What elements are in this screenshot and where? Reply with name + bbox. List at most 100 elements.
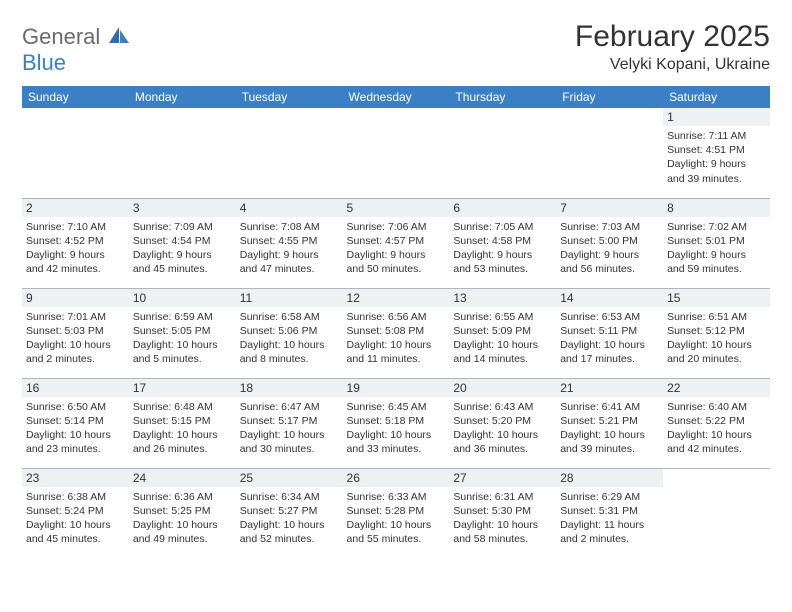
daylight-line: Daylight: 10 hours and 20 minutes. [667, 338, 766, 366]
calendar-row: 9Sunrise: 7:01 AMSunset: 5:03 PMDaylight… [22, 288, 770, 378]
day-detail: Sunrise: 6:31 AMSunset: 5:30 PMDaylight:… [453, 490, 552, 547]
sunset-line: Sunset: 5:20 PM [453, 414, 552, 428]
calendar-cell: 6Sunrise: 7:05 AMSunset: 4:58 PMDaylight… [449, 198, 556, 288]
day-detail: Sunrise: 6:34 AMSunset: 5:27 PMDaylight:… [240, 490, 339, 547]
day-detail: Sunrise: 7:11 AMSunset: 4:51 PMDaylight:… [667, 129, 766, 186]
sunset-line: Sunset: 5:06 PM [240, 324, 339, 338]
calendar-cell: 4Sunrise: 7:08 AMSunset: 4:55 PMDaylight… [236, 198, 343, 288]
calendar-cell: 15Sunrise: 6:51 AMSunset: 5:12 PMDayligh… [663, 288, 770, 378]
calendar-cell: 26Sunrise: 6:33 AMSunset: 5:28 PMDayligh… [343, 468, 450, 558]
day-number: 16 [22, 379, 129, 397]
day-number: 28 [556, 469, 663, 487]
day-number: 27 [449, 469, 556, 487]
sunrise-line: Sunrise: 7:06 AM [347, 220, 446, 234]
day-number: 12 [343, 289, 450, 307]
sunset-line: Sunset: 5:05 PM [133, 324, 232, 338]
calendar-cell: 17Sunrise: 6:48 AMSunset: 5:15 PMDayligh… [129, 378, 236, 468]
sunrise-line: Sunrise: 6:40 AM [667, 400, 766, 414]
daylight-line: Daylight: 11 hours and 2 minutes. [560, 518, 659, 546]
daylight-line: Daylight: 10 hours and 58 minutes. [453, 518, 552, 546]
calendar-cell: 28 Sunrise: 6:29 AMSunset: 5:31 PMDayligh… [556, 468, 663, 558]
calendar-cell: 16Sunrise: 6:50 AMSunset: 5:14 PMDayligh… [22, 378, 129, 468]
logo-text: General Blue [22, 24, 130, 76]
weekday-header: Thursday [449, 86, 556, 108]
sunrise-line: Sunrise: 7:03 AM [560, 220, 659, 234]
sunset-line: Sunset: 5:00 PM [560, 234, 659, 248]
calendar-cell: 25Sunrise: 6:34 AMSunset: 5:27 PMDayligh… [236, 468, 343, 558]
daylight-line: Daylight: 10 hours and 30 minutes. [240, 428, 339, 456]
day-detail: Sunrise: 6:40 AMSunset: 5:22 PMDaylight:… [667, 400, 766, 457]
daylight-line: Daylight: 9 hours and 45 minutes. [133, 248, 232, 276]
day-detail: Sunrise: 6:43 AMSunset: 5:20 PMDaylight:… [453, 400, 552, 457]
daylight-line: Daylight: 10 hours and 45 minutes. [26, 518, 125, 546]
sunrise-line: Sunrise: 6:36 AM [133, 490, 232, 504]
daylight-line: Daylight: 10 hours and 36 minutes. [453, 428, 552, 456]
calendar-cell: 23Sunrise: 6:38 AMSunset: 5:24 PMDayligh… [22, 468, 129, 558]
calendar-cell [129, 108, 236, 198]
calendar-cell [449, 108, 556, 198]
calendar-cell: 3 Sunrise: 7:09 AMSunset: 4:54 PMDaylight… [129, 198, 236, 288]
daylight-line: Daylight: 9 hours and 59 minutes. [667, 248, 766, 276]
sunset-line: Sunset: 4:54 PM [133, 234, 232, 248]
daylight-line: Daylight: 10 hours and 17 minutes. [560, 338, 659, 366]
sunset-line: Sunset: 4:55 PM [240, 234, 339, 248]
calendar-cell: 19Sunrise: 6:45 AMSunset: 5:18 PMDayligh… [343, 378, 450, 468]
sunrise-line: Sunrise: 7:11 AM [667, 129, 766, 143]
weekday-header: Tuesday [236, 86, 343, 108]
sunrise-line: Sunrise: 6:41 AM [560, 400, 659, 414]
day-number: 5 [343, 199, 450, 217]
day-number: 3 [129, 199, 236, 217]
sunset-line: Sunset: 5:17 PM [240, 414, 339, 428]
sunset-line: Sunset: 4:58 PM [453, 234, 552, 248]
sunset-line: Sunset: 5:21 PM [560, 414, 659, 428]
calendar-cell: 1Sunrise: 7:11 AMSunset: 4:51 PMDaylight… [663, 108, 770, 198]
sunset-line: Sunset: 5:25 PM [133, 504, 232, 518]
calendar-cell: 10Sunrise: 6:59 AMSunset: 5:05 PMDayligh… [129, 288, 236, 378]
daylight-line: Daylight: 9 hours and 42 minutes. [26, 248, 125, 276]
sunrise-line: Sunrise: 6:55 AM [453, 310, 552, 324]
day-detail: Sunrise: 6:45 AMSunset: 5:18 PMDaylight:… [347, 400, 446, 457]
sunrise-line: Sunrise: 6:56 AM [347, 310, 446, 324]
logo: General Blue [22, 24, 130, 76]
day-detail: Sunrise: 7:02 AMSunset: 5:01 PMDaylight:… [667, 220, 766, 277]
day-detail: Sunrise: 6:29 AMSunset: 5:31 PMDaylight:… [560, 490, 659, 547]
sunset-line: Sunset: 5:08 PM [347, 324, 446, 338]
daylight-line: Daylight: 10 hours and 8 minutes. [240, 338, 339, 366]
daylight-line: Daylight: 9 hours and 50 minutes. [347, 248, 446, 276]
day-detail: Sunrise: 7:01 AMSunset: 5:03 PMDaylight:… [26, 310, 125, 367]
daylight-line: Daylight: 10 hours and 23 minutes. [26, 428, 125, 456]
sunset-line: Sunset: 5:24 PM [26, 504, 125, 518]
day-number: 2 [22, 199, 129, 217]
sunset-line: Sunset: 5:14 PM [26, 414, 125, 428]
sunset-line: Sunset: 5:27 PM [240, 504, 339, 518]
sunset-line: Sunset: 5:03 PM [26, 324, 125, 338]
daylight-line: Daylight: 9 hours and 56 minutes. [560, 248, 659, 276]
sunset-line: Sunset: 5:31 PM [560, 504, 659, 518]
sunset-line: Sunset: 5:30 PM [453, 504, 552, 518]
calendar-cell: 13Sunrise: 6:55 AMSunset: 5:09 PMDayligh… [449, 288, 556, 378]
day-detail: Sunrise: 7:06 AMSunset: 4:57 PMDaylight:… [347, 220, 446, 277]
calendar-cell: 27 Sunrise: 6:31 AMSunset: 5:30 PMDayligh… [449, 468, 556, 558]
daylight-line: Daylight: 10 hours and 14 minutes. [453, 338, 552, 366]
sunrise-line: Sunrise: 7:09 AM [133, 220, 232, 234]
sunrise-line: Sunrise: 6:33 AM [347, 490, 446, 504]
calendar-cell: 11Sunrise: 6:58 AMSunset: 5:06 PMDayligh… [236, 288, 343, 378]
sunrise-line: Sunrise: 7:01 AM [26, 310, 125, 324]
sunset-line: Sunset: 5:28 PM [347, 504, 446, 518]
day-detail: Sunrise: 6:58 AMSunset: 5:06 PMDaylight:… [240, 310, 339, 367]
day-detail: Sunrise: 6:59 AMSunset: 5:05 PMDaylight:… [133, 310, 232, 367]
weekday-header: Sunday [22, 86, 129, 108]
sunrise-line: Sunrise: 6:43 AM [453, 400, 552, 414]
daylight-line: Daylight: 9 hours and 39 minutes. [667, 157, 766, 185]
sunset-line: Sunset: 4:51 PM [667, 143, 766, 157]
calendar-cell: 5 Sunrise: 7:06 AMSunset: 4:57 PMDaylight… [343, 198, 450, 288]
day-detail: Sunrise: 6:33 AMSunset: 5:28 PMDaylight:… [347, 490, 446, 547]
calendar-row: 2Sunrise: 7:10 AMSunset: 4:52 PMDaylight… [22, 198, 770, 288]
daylight-line: Daylight: 10 hours and 52 minutes. [240, 518, 339, 546]
calendar-cell: 20Sunrise: 6:43 AMSunset: 5:20 PMDayligh… [449, 378, 556, 468]
sunrise-line: Sunrise: 7:05 AM [453, 220, 552, 234]
day-detail: Sunrise: 6:38 AMSunset: 5:24 PMDaylight:… [26, 490, 125, 547]
day-number: 4 [236, 199, 343, 217]
sunset-line: Sunset: 5:11 PM [560, 324, 659, 338]
calendar-row: 1Sunrise: 7:11 AMSunset: 4:51 PMDaylight… [22, 108, 770, 198]
